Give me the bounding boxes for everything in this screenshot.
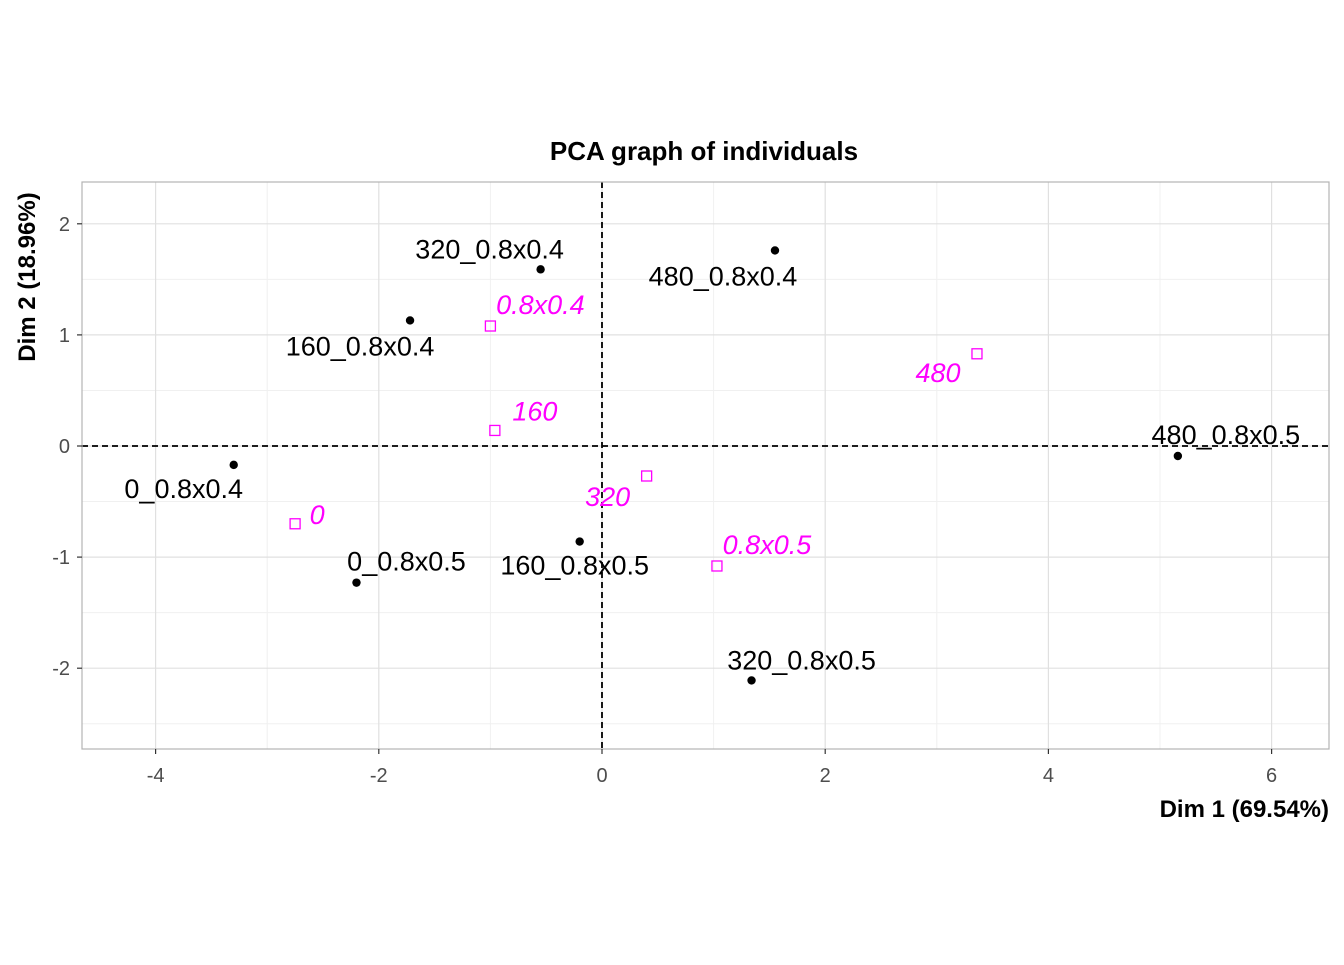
y-tick-label: 1 <box>59 325 70 347</box>
x-tick-label: 6 <box>1266 765 1277 787</box>
y-tick-label: -1 <box>52 547 70 569</box>
category-point <box>489 424 501 437</box>
reference-lines <box>82 182 1329 749</box>
category-point <box>711 560 723 572</box>
data-points <box>229 246 1183 685</box>
plot-panel-border <box>81 181 1330 750</box>
category-point <box>289 518 301 530</box>
individual-point <box>352 578 361 587</box>
individual-label: 160_0.8x0.5 <box>500 551 649 581</box>
category-label: 0 <box>310 500 325 530</box>
category-label: 0.8x0.4 <box>496 290 585 320</box>
category-label: 320 <box>585 482 630 512</box>
individual-label: 480_0.8x0.5 <box>1152 420 1301 450</box>
x-tick-label: 2 <box>820 765 831 787</box>
individual-point <box>229 460 238 470</box>
individual-point <box>1173 451 1183 461</box>
chart-title: PCA graph of individuals <box>550 136 858 166</box>
individual-label: 0_0.8x0.5 <box>347 547 466 577</box>
individual-label: 320_0.8x0.4 <box>415 234 564 264</box>
x-tick-label: -4 <box>147 765 165 787</box>
category-point <box>971 348 983 360</box>
individual-label: 480_0.8x0.4 <box>649 261 798 291</box>
category-point <box>484 320 497 332</box>
category-label: 480 <box>915 358 960 388</box>
individual-point <box>536 265 545 274</box>
y-axis-title: Dim 2 (18.96%) <box>14 192 41 361</box>
individual-point <box>770 246 780 255</box>
category-label: 160 <box>512 396 557 426</box>
x-tick-label: -2 <box>370 765 388 787</box>
axis-ticks: -4 -2 0 2 4 6 -2 -1 0 1 2 <box>52 214 1277 787</box>
x-tick-label: 4 <box>1043 765 1054 787</box>
y-tick-label: 0 <box>59 436 70 458</box>
point-labels: 0_0.8x0.4 0_0.8x0.5 160_0.8x0.4 160_0.8x0.5… <box>124 234 1300 675</box>
y-tick-label: -2 <box>52 658 70 680</box>
category-point <box>640 470 653 482</box>
individual-label: 0_0.8x0.4 <box>124 474 243 504</box>
category-label: 0.8x0.5 <box>723 530 813 560</box>
x-tick-label: 0 <box>596 765 607 787</box>
individual-label: 160_0.8x0.4 <box>286 331 435 361</box>
individual-point <box>575 537 584 546</box>
individual-point <box>747 676 756 685</box>
individual-label: 320_0.8x0.5 <box>727 645 876 675</box>
y-tick-label: 2 <box>59 214 70 236</box>
x-axis-title: Dim 1 (69.54%) <box>1160 796 1329 823</box>
individual-point <box>405 316 415 325</box>
